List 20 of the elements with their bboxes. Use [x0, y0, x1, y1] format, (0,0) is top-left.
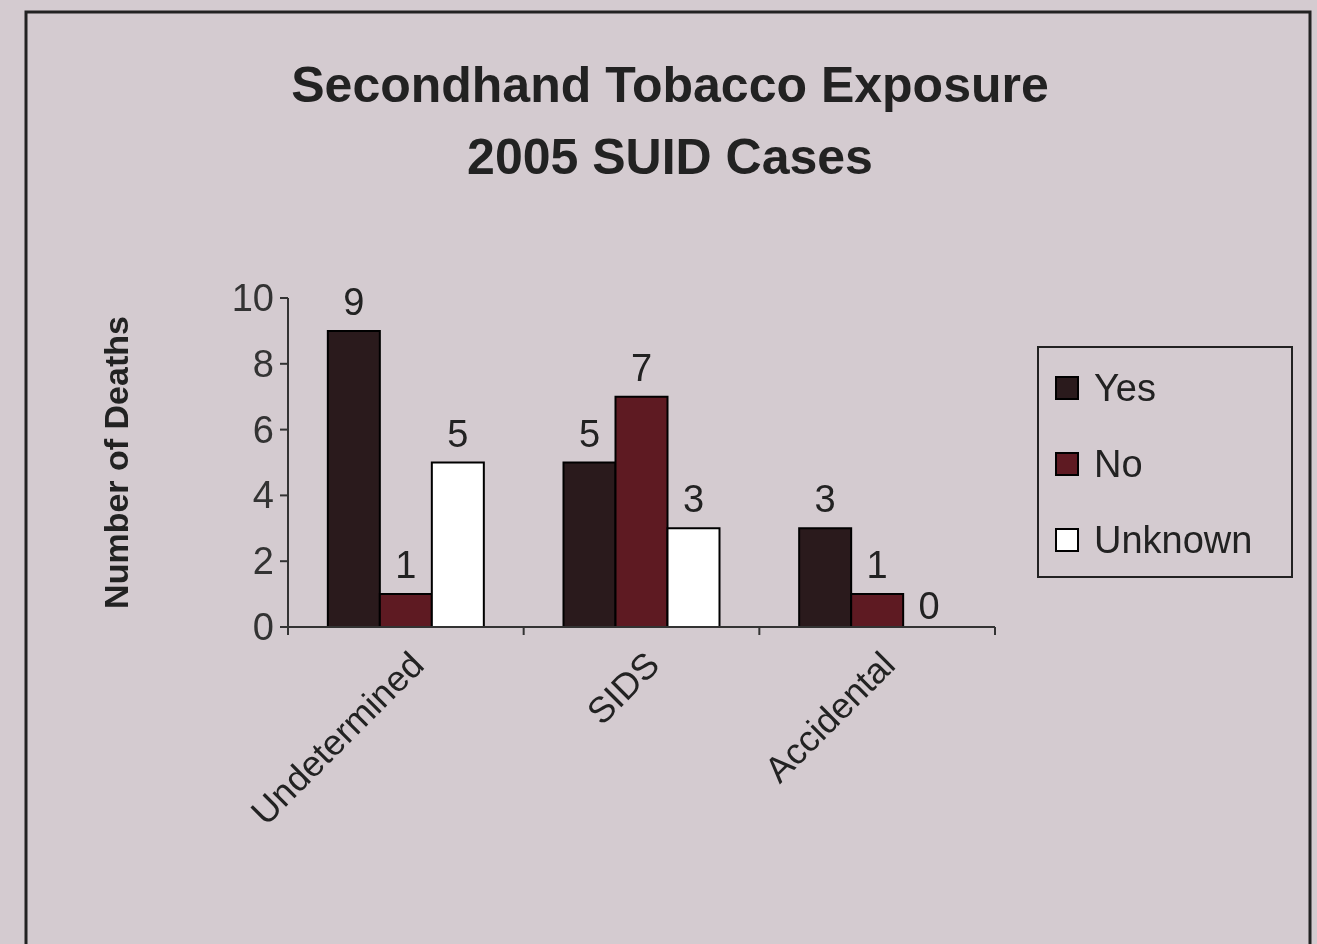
data-label: 5 [578, 412, 601, 455]
data-label: 7 [630, 346, 653, 389]
data-label: 3 [682, 478, 705, 521]
y-tick-label: 0 [252, 606, 274, 648]
data-label: 1 [395, 544, 417, 587]
y-tick-label: 4 [252, 474, 274, 517]
data-label: 9 [343, 280, 365, 323]
y-tick-label: 2 [252, 540, 274, 583]
chart-title: Secondhand Tobacco Exposure 2005 SUID Cases [291, 57, 1049, 185]
y-tick-label: 8 [252, 342, 274, 385]
data-label: 5 [447, 412, 469, 455]
y-axis-title: Number of Deaths [97, 316, 135, 609]
data-label: 0 [918, 585, 940, 627]
y-tick-label: 6 [252, 408, 274, 451]
data-label: 1 [866, 544, 888, 587]
data-label: 3 [814, 478, 836, 521]
legend-label: Unknown [1094, 519, 1253, 561]
legend-label: No [1094, 443, 1143, 485]
legend-label: Yes [1094, 367, 1156, 409]
y-tick-label: 10 [231, 277, 274, 319]
